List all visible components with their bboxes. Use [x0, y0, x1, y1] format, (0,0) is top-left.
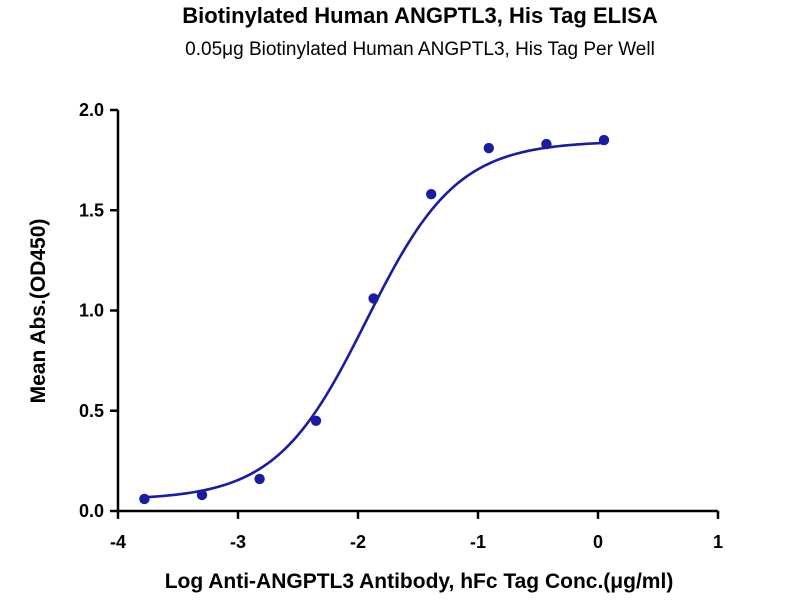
data-point [139, 493, 150, 505]
data-point [426, 189, 437, 200]
x-tick-label: -4 [110, 532, 126, 552]
data-point [598, 134, 610, 146]
chart-title: Biotinylated Human ANGPTL3, His Tag ELIS… [182, 3, 658, 28]
y-tick-label: 0.5 [79, 401, 104, 421]
y-tick-label: 0.0 [79, 501, 104, 521]
x-tick-label: -1 [470, 532, 486, 552]
data-point [196, 489, 208, 501]
y-tick-label: 1.0 [79, 301, 104, 321]
x-tick-label: -2 [350, 532, 366, 552]
data-point [541, 138, 552, 150]
chart-subtitle: 0.05μg Biotinylated Human ANGPTL3, His T… [185, 39, 655, 60]
y-tick-label: 1.5 [79, 200, 104, 220]
fit-curve [144, 141, 605, 499]
data-point [254, 473, 265, 485]
x-tick-label: -3 [230, 532, 246, 552]
data-point [483, 142, 494, 154]
data-point [368, 293, 379, 304]
x-tick-label: 1 [713, 532, 723, 552]
plot-area: -4 -3 -2 -1 0 1 0.0 0.5 1.0 1.5 2.0 [79, 100, 723, 552]
x-axis-label: Log Anti-ANGPTL3 Antibody, hFc Tag Conc.… [165, 570, 674, 593]
y-axis-label: Mean Abs.(OD450) [27, 219, 50, 404]
x-tick-label: 0 [593, 532, 603, 552]
data-point [310, 415, 322, 426]
y-tick-label: 2.0 [79, 100, 104, 120]
